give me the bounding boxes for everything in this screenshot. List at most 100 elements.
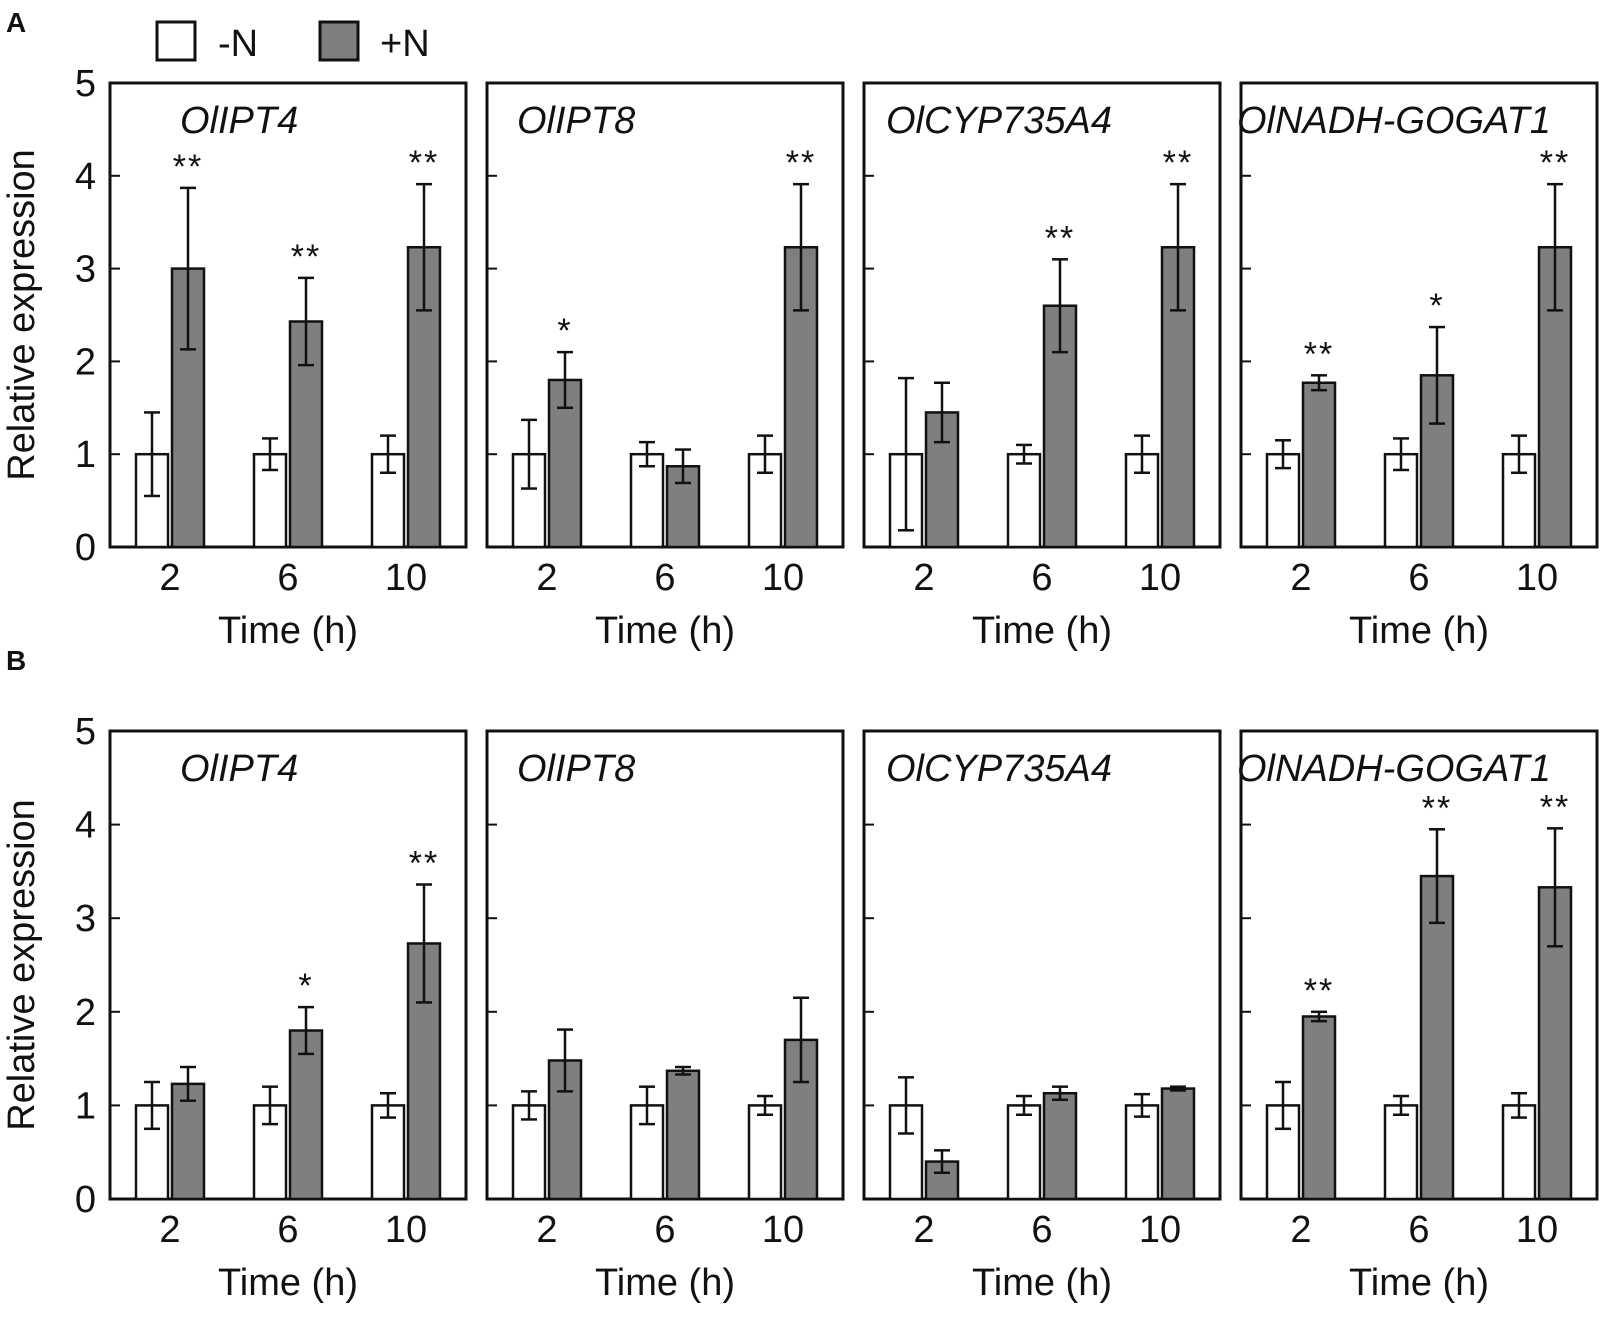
panel-b-1-ytick-label: 5	[75, 711, 96, 753]
panel-a-1-significance-10h: **	[409, 144, 439, 182]
panel-b-3-bar-minus-10h	[1124, 1104, 1160, 1201]
panel-b-3-gene-name: OlCYP735A4	[886, 748, 1112, 790]
panel-a-1-frame	[108, 81, 468, 549]
panel-label-b: B	[6, 645, 26, 676]
panel-a-2-significance-2h: *	[557, 312, 572, 350]
panel-a-1-xlabel: Time (h)	[218, 610, 358, 652]
panel-a-1-xtick-label-10: 10	[385, 557, 427, 599]
panel-a-1-ytick-label: 0	[75, 527, 96, 569]
panel-b-4-xtick-label-10: 10	[1516, 1209, 1558, 1251]
panel-b-2-bar-plus-10h	[783, 1038, 819, 1201]
panel-a-2-bar-minus-6h	[629, 452, 665, 549]
panel-b-4-bar-plus-6h	[1419, 874, 1455, 1201]
panel-b-4-bar-minus-6h	[1383, 1104, 1419, 1201]
panel-b-1-ytick-label: 0	[75, 1179, 96, 1221]
panel-b-3-bar-plus-10h	[1160, 1087, 1196, 1201]
panel-b-2-bar-plus-6h	[665, 1069, 701, 1201]
panel-a-4-significance-6h: *	[1429, 287, 1444, 325]
panel-b-3-xtick-label-2: 2	[913, 1209, 934, 1251]
panel-b-2-gene-name: OlIPT8	[517, 748, 635, 790]
legend-swatch-plus-n	[318, 20, 360, 62]
panel-b-1-ytick-label: 4	[75, 805, 96, 847]
panel-a-3-bar-minus-6h	[1006, 452, 1042, 549]
panel-b-2-xlabel: Time (h)	[595, 1262, 735, 1304]
panel-b-1-gene-name: OlIPT4	[180, 748, 298, 790]
panel-a-1: 0 1 2 3 4 5 Relative expression OlIPT4 ** 2 ** 6 ** 1…	[1, 63, 468, 652]
panel-a-4-significance-2h: **	[1304, 335, 1334, 373]
legend-swatch-minus-n	[155, 20, 197, 62]
panel-a-1-significance-6h: **	[291, 238, 321, 276]
panel-b-4-frame	[1239, 729, 1599, 1201]
panel-a-1-ytick-label: 3	[75, 249, 96, 291]
panel-b-1-xlabel: Time (h)	[218, 1262, 358, 1304]
panel-b-3-xtick-label-10: 10	[1139, 1209, 1181, 1251]
panel-a-4-xtick-label-6: 6	[1408, 557, 1429, 599]
panel-b-4-bar-minus-10h	[1501, 1104, 1537, 1201]
panel-a-4-significance-10h: **	[1540, 144, 1570, 182]
panel-b-1-bar-plus-6h	[288, 1029, 324, 1201]
panel-a-3-xtick-label-10: 10	[1139, 557, 1181, 599]
panel-b-4-gene-name: OlNADH-GOGAT1	[1237, 748, 1551, 790]
panel-a-2-xtick-label-6: 6	[654, 557, 675, 599]
panel-b-1-frame	[108, 729, 468, 1201]
panel-a-3-xtick-label-6: 6	[1031, 557, 1052, 599]
panel-a-3-xtick-label-2: 2	[913, 557, 934, 599]
panel-b-4-xlabel: Time (h)	[1349, 1262, 1489, 1304]
panel-b-1-bar-plus-2h	[170, 1082, 206, 1201]
panel-a-1-significance-2h: **	[173, 148, 203, 186]
legend: -N +N	[155, 20, 430, 65]
panel-a-3-frame	[862, 81, 1222, 549]
panel-b-2-xtick-label-6: 6	[654, 1209, 675, 1251]
panel-b-3: OlCYP735A4 2 6 10 Time (h)	[862, 729, 1222, 1304]
legend-label-minus-n: -N	[218, 23, 258, 65]
panel-b-4-bar-plus-2h	[1301, 1015, 1337, 1201]
panel-b-1-bar-minus-10h	[370, 1104, 406, 1201]
panel-a-2-xtick-label-10: 10	[762, 557, 804, 599]
panel-a-1-gene-name: OlIPT4	[180, 100, 298, 142]
panel-b-4-significance-2h: **	[1304, 972, 1334, 1010]
panel-b-1-ytick-label: 2	[75, 992, 96, 1034]
panel-a-1-xtick-label-2: 2	[159, 557, 180, 599]
panel-b-4-significance-10h: **	[1540, 788, 1570, 826]
panel-a-3-significance-10h: **	[1163, 144, 1193, 182]
panel-a-3-significance-6h: **	[1045, 219, 1075, 257]
panel-b-1-xtick-label-6: 6	[277, 1209, 298, 1251]
panel-a-3-gene-name: OlCYP735A4	[886, 100, 1112, 142]
panel-label-a: A	[6, 7, 26, 38]
panel-a-1-ytick-label: 5	[75, 63, 96, 105]
panel-a-1-ytick-label: 4	[75, 156, 96, 198]
panel-a-1-ytick-label: 1	[75, 434, 96, 476]
panel-b-4-xtick-label-6: 6	[1408, 1209, 1429, 1251]
panel-a-3-xlabel: Time (h)	[972, 610, 1112, 652]
panel-b-2-xtick-label-2: 2	[536, 1209, 557, 1251]
panel-a-2-gene-name: OlIPT8	[517, 100, 635, 142]
panel-b-3-bar-plus-6h	[1042, 1091, 1078, 1201]
panel-b-3-xtick-label-6: 6	[1031, 1209, 1052, 1251]
panel-b-1-significance-10h: **	[409, 845, 439, 883]
panel-a-2-xlabel: Time (h)	[595, 610, 735, 652]
panel-b-1-significance-6h: *	[298, 967, 313, 1005]
panel-a-1-ytick-label: 2	[75, 341, 96, 383]
panel-b-1-xtick-label-2: 2	[159, 1209, 180, 1251]
panel-a-3: OlCYP735A4 2 ** 6 ** 10 Time (h)	[862, 81, 1222, 652]
panel-a-1-xtick-label-6: 6	[277, 557, 298, 599]
panel-b-1-xtick-label-10: 10	[385, 1209, 427, 1251]
panel-b-3-xlabel: Time (h)	[972, 1262, 1112, 1304]
panel-a-2: OlIPT8 * 2 6 ** 10 Time (h)	[485, 81, 845, 652]
panel-a-4-bar-plus-2h	[1301, 381, 1337, 549]
panel-b-1-ylabel: Relative expression	[1, 799, 43, 1131]
panel-b-2-frame	[485, 729, 845, 1201]
panel-a-2-xtick-label-2: 2	[536, 557, 557, 599]
panel-b-2-bar-minus-2h	[511, 1104, 547, 1201]
panel-a-4-frame	[1239, 81, 1599, 549]
panel-a-4-xtick-label-2: 2	[1290, 557, 1311, 599]
panel-a-2-significance-10h: **	[786, 144, 816, 182]
panel-a-4-xtick-label-10: 10	[1516, 557, 1558, 599]
panel-a-4-gene-name: OlNADH-GOGAT1	[1237, 100, 1551, 142]
panel-b-2: OlIPT8 2 6 10 Time (h)	[485, 729, 845, 1304]
